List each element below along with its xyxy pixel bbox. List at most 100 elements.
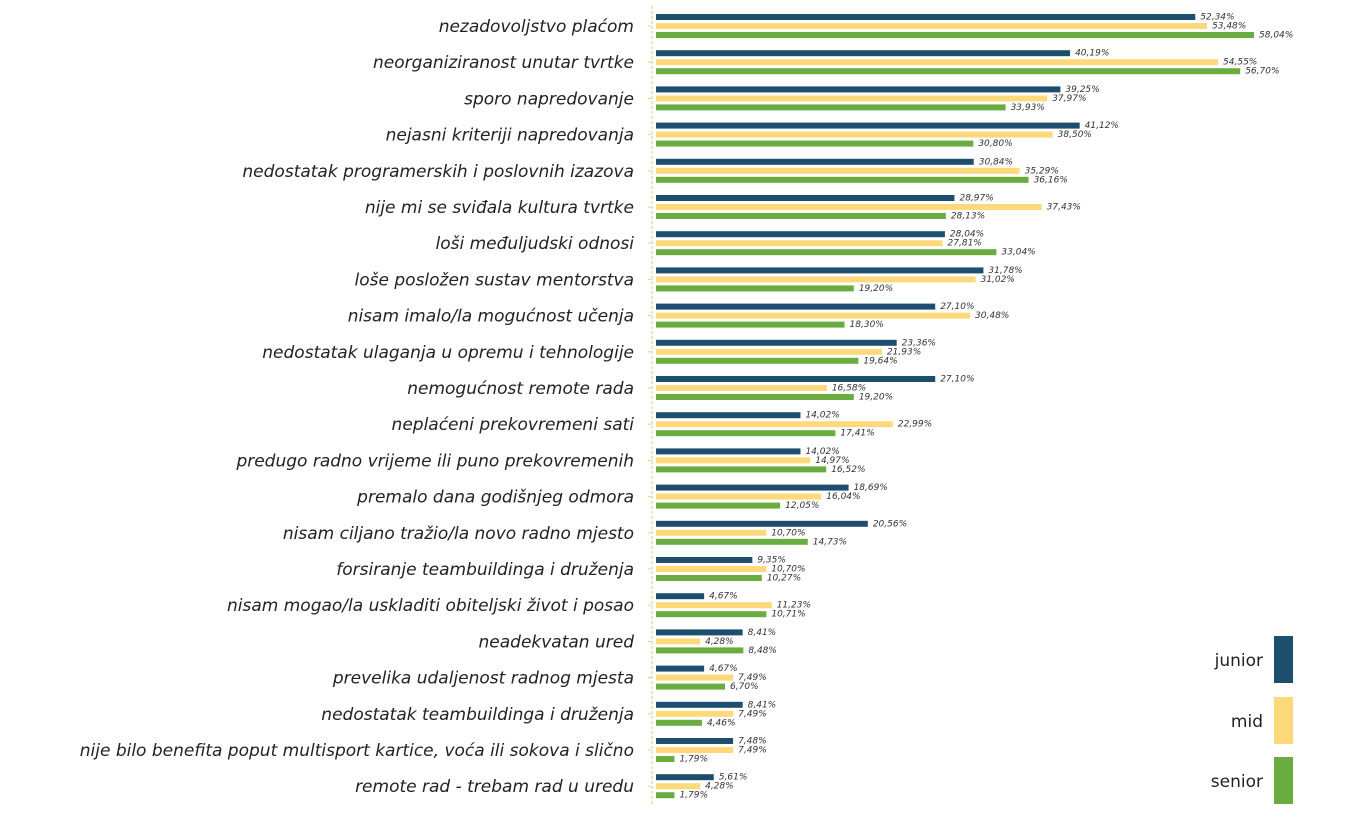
data-label-senior: 28,13%: [951, 212, 985, 222]
data-label-senior: 8,48%: [748, 646, 777, 656]
category-label: loši međuljudski odnosi: [436, 234, 635, 254]
bar-mid: [656, 421, 893, 428]
bar-junior: [656, 738, 734, 744]
bar-junior: [656, 303, 936, 310]
legend-swatch-mid: [1274, 697, 1293, 744]
category-label: forsiranje teambuildinga i druženja: [336, 560, 634, 580]
value-labels: 52,34%53,48% 58,04% 40,19% 54,55%56,70% 39,2…: [679, 13, 1293, 801]
category-label: nezadovoljstvo plaćom: [439, 17, 634, 37]
data-label-mid: 37,97%: [1052, 94, 1086, 104]
bar-mid: [656, 385, 827, 391]
bar-mid: [656, 312, 971, 319]
data-label-junior: 23,36%: [902, 338, 936, 348]
legend-swatch-junior: [1274, 636, 1293, 683]
data-label-mid: 11,23%: [777, 601, 811, 611]
data-label-junior: 52,34%: [1200, 13, 1234, 23]
data-label-junior: 8,41%: [748, 628, 777, 638]
bar-junior: [656, 520, 868, 527]
data-label-mid: 27,81%: [948, 239, 982, 249]
category-label: nisam ciljano tražio/la novo radno mjest…: [283, 524, 634, 544]
data-label-mid: 37,43%: [1047, 203, 1081, 213]
data-label-mid: 16,04%: [826, 492, 860, 502]
data-label-senior: 1,79%: [679, 755, 708, 765]
bar-mid: [656, 204, 1042, 210]
data-label-mid: 10,70%: [771, 528, 805, 538]
bar-mid: [656, 457, 811, 464]
category-label: prevelika udaljenost radnog mjesta: [332, 669, 634, 689]
bar-senior: [656, 466, 827, 473]
data-label-mid: 4,28%: [705, 782, 734, 792]
bar-senior: [656, 719, 702, 726]
bar-junior: [656, 665, 705, 672]
data-label-senior: 10,27%: [767, 574, 801, 584]
data-label-junior: 28,04%: [950, 230, 984, 240]
bar-junior: [656, 376, 936, 382]
bar-mid: [656, 783, 701, 790]
category-label: nemogućnost remote rada: [407, 379, 634, 399]
data-label-senior: 19,20%: [859, 393, 893, 403]
category-label: neadekvatan ured: [479, 632, 635, 652]
bar-senior: [656, 249, 997, 256]
data-label-senior: 30,80%: [978, 139, 1012, 149]
data-label-junior: 41,12%: [1085, 121, 1119, 131]
bar-junior: [656, 412, 801, 419]
data-label-senior: 56,70%: [1245, 67, 1279, 77]
bar-mid: [656, 493, 822, 500]
bar-senior: [656, 213, 946, 219]
data-label-junior: 8,41%: [748, 700, 777, 710]
data-label-mid: 14,97%: [815, 456, 849, 466]
data-label-senior: 12,05%: [785, 501, 819, 511]
bar-senior: [656, 32, 1254, 38]
bar-mid: [656, 23, 1208, 29]
data-label-senior: 19,64%: [863, 356, 897, 366]
data-label-junior: 40,19%: [1075, 49, 1109, 59]
data-label-junior: 27,10%: [940, 302, 974, 312]
data-label-senior: 33,04%: [1001, 248, 1035, 258]
bar-senior: [656, 756, 675, 762]
data-label-junior: 18,69%: [854, 483, 888, 493]
category-label: premalo dana godišnjeg odmora: [356, 488, 634, 508]
bar-mid: [656, 59, 1219, 66]
bar-senior: [656, 285, 854, 292]
bar-junior: [656, 50, 1071, 57]
bar-senior: [656, 104, 1006, 111]
bar-junior: [656, 593, 705, 600]
bar-mid: [656, 167, 1020, 174]
bar-mid: [656, 747, 734, 753]
category-label: nije mi se sviđala kultura tvrtke: [365, 198, 634, 218]
data-label-mid: 35,29%: [1025, 166, 1059, 176]
bar-mid: [656, 566, 767, 572]
bar-junior: [656, 448, 801, 455]
data-label-junior: 30,84%: [979, 157, 1013, 167]
category-label: nisam imalo/la mogućnost učenja: [348, 307, 634, 327]
bar-junior: [656, 774, 714, 781]
data-label-junior: 9,35%: [757, 556, 786, 566]
data-label-junior: 20,56%: [873, 519, 907, 529]
bar-mid: [656, 529, 767, 536]
bar-senior: [656, 68, 1241, 75]
bar-senior: [656, 502, 781, 509]
data-label-mid: 7,49%: [738, 673, 767, 683]
data-label-senior: 14,73%: [813, 537, 847, 547]
bar-mid: [656, 276, 976, 283]
bar-mid: [656, 674, 734, 681]
bar-senior: [656, 394, 854, 400]
data-label-junior: 14,02%: [805, 447, 839, 457]
category-label: nedostatak teambuildinga i druženja: [321, 705, 634, 725]
bar-junior: [656, 86, 1061, 93]
data-label-senior: 6,70%: [730, 682, 759, 692]
data-label-mid: 30,48%: [975, 311, 1009, 321]
category-label: predugo radno vrijeme ili puno prekovrem…: [235, 451, 634, 471]
data-label-junior: 27,10%: [940, 375, 974, 385]
bars: [656, 14, 1254, 799]
data-label-senior: 33,93%: [1011, 103, 1045, 113]
bar-senior: [656, 430, 836, 437]
legend-label-junior: junior: [1214, 651, 1263, 671]
data-label-mid: 10,70%: [771, 565, 805, 575]
category-label: nedostatak ulaganja u opremu i tehnologi…: [262, 343, 634, 363]
category-label: nejasni kriteriji napredovanja: [386, 126, 634, 146]
bar-mid: [656, 348, 882, 355]
bar-mid: [656, 710, 734, 717]
